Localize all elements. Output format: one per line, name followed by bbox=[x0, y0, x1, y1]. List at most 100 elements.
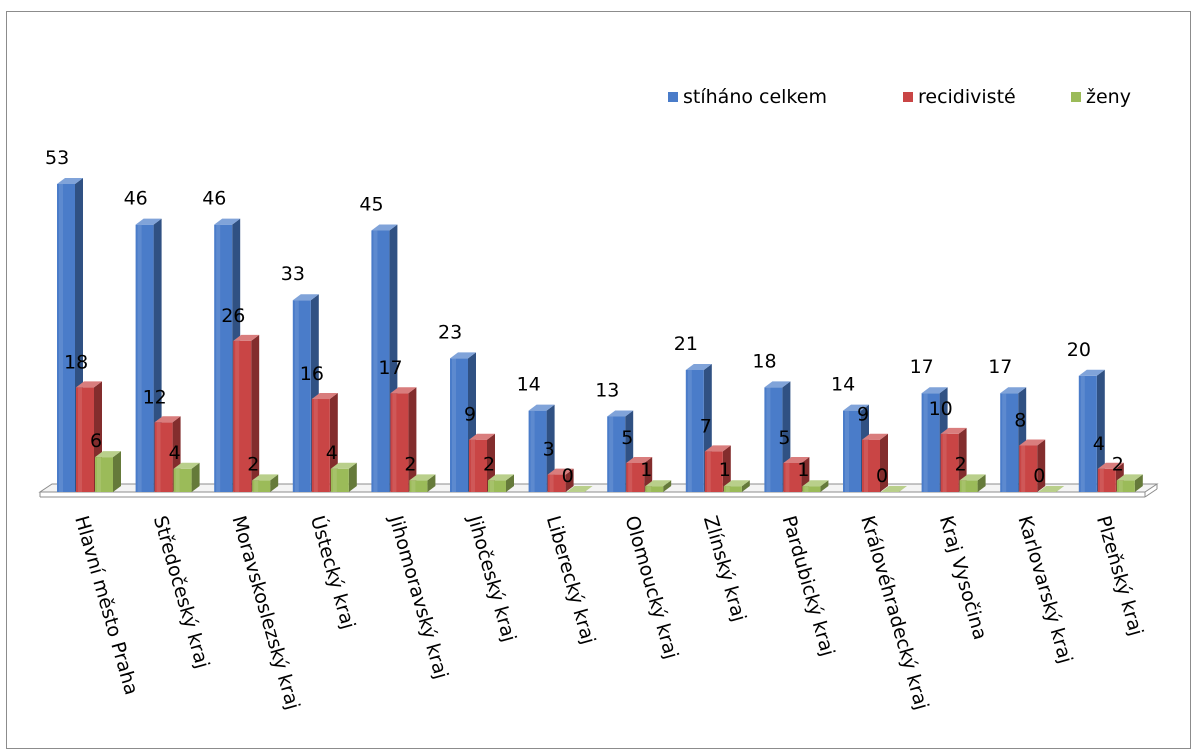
bar-highlight bbox=[59, 184, 63, 492]
data-label: 14 bbox=[831, 374, 855, 396]
bar-highlight bbox=[923, 393, 928, 492]
bar-top bbox=[57, 178, 83, 184]
category-label: Hlavní město Praha bbox=[70, 513, 142, 697]
bar-top bbox=[528, 404, 555, 411]
bar-top bbox=[311, 393, 338, 400]
data-label: 12 bbox=[143, 386, 167, 408]
bar-side bbox=[741, 480, 750, 492]
bar bbox=[95, 451, 121, 492]
bar bbox=[330, 462, 357, 492]
bar-highlight bbox=[78, 387, 82, 492]
bar-top bbox=[843, 404, 869, 411]
category-label: Kraj Vysočina bbox=[935, 513, 991, 642]
bar-top bbox=[233, 334, 260, 341]
bar-highlight bbox=[97, 457, 101, 492]
data-label: 1 bbox=[797, 459, 809, 481]
bar bbox=[76, 381, 102, 492]
bar-front bbox=[723, 486, 742, 492]
category-label: Středočeský kraj bbox=[149, 513, 214, 671]
bar-top bbox=[802, 480, 829, 487]
bar-highlight bbox=[706, 451, 711, 492]
data-label: 1 bbox=[640, 459, 652, 481]
bar-highlight bbox=[845, 410, 849, 492]
bar-side bbox=[880, 433, 888, 492]
bar-side bbox=[251, 334, 260, 492]
bar-highlight bbox=[961, 480, 966, 492]
legend-swatch bbox=[1071, 92, 1081, 102]
bar-top bbox=[1000, 387, 1027, 394]
bar-top bbox=[154, 416, 181, 423]
bar-highlight bbox=[530, 410, 535, 492]
data-label: 26 bbox=[221, 305, 245, 327]
bar-top bbox=[704, 445, 731, 452]
bar-top bbox=[921, 387, 948, 394]
bar bbox=[645, 480, 672, 492]
bar-side bbox=[348, 462, 357, 492]
bar-highlight bbox=[687, 369, 692, 492]
category-label: Pardubický kraj bbox=[778, 513, 839, 658]
bar-highlight bbox=[1099, 468, 1104, 492]
bar bbox=[566, 486, 593, 492]
bar-side bbox=[722, 445, 731, 492]
bars bbox=[57, 178, 1143, 492]
bar bbox=[1019, 439, 1046, 492]
bar-top bbox=[685, 363, 712, 370]
bar-front bbox=[959, 480, 978, 492]
data-label: 13 bbox=[595, 379, 619, 401]
floor-edge bbox=[1144, 488, 1158, 498]
bar-highlight bbox=[294, 300, 299, 492]
legend-label: stíháno celkem bbox=[683, 86, 827, 108]
data-label: 17 bbox=[988, 356, 1012, 378]
category-label: Moravskoslezský kraj bbox=[227, 513, 303, 712]
bar-top bbox=[645, 480, 672, 487]
data-label: 9 bbox=[857, 404, 869, 426]
bar-top bbox=[626, 456, 653, 463]
bar-side bbox=[1134, 474, 1143, 492]
data-label: 23 bbox=[438, 321, 462, 343]
legend-label: ženy bbox=[1086, 86, 1131, 108]
bar-highlight bbox=[1118, 480, 1123, 492]
data-label: 21 bbox=[674, 333, 698, 355]
bar-highlight bbox=[785, 462, 790, 492]
data-label: 18 bbox=[64, 351, 88, 373]
bar bbox=[252, 474, 279, 492]
bar-top bbox=[450, 352, 476, 359]
bar bbox=[488, 474, 514, 492]
bar-front bbox=[1116, 480, 1135, 492]
category-label: Olomoucký kraj bbox=[620, 513, 682, 661]
bar bbox=[704, 445, 731, 492]
bar-side bbox=[663, 480, 672, 492]
bar bbox=[528, 404, 555, 492]
bar-side bbox=[506, 474, 514, 492]
bar-highlight bbox=[235, 340, 240, 492]
data-label: 2 bbox=[483, 453, 495, 475]
bar bbox=[881, 486, 907, 492]
bar-front bbox=[252, 480, 271, 492]
bar bbox=[1038, 486, 1065, 492]
data-label: 2 bbox=[955, 453, 967, 475]
bar-top bbox=[488, 474, 514, 481]
floor-plane bbox=[38, 483, 1159, 493]
bar-highlight bbox=[332, 468, 337, 492]
bar-highlight bbox=[647, 486, 652, 492]
bar-side bbox=[820, 480, 829, 492]
data-label: 3 bbox=[543, 439, 555, 461]
data-label: 5 bbox=[621, 427, 633, 449]
bar-top bbox=[764, 381, 791, 388]
bar-highlight bbox=[175, 468, 180, 492]
bar bbox=[390, 387, 417, 492]
bar-top bbox=[76, 381, 102, 388]
bar-highlight bbox=[216, 224, 221, 492]
bar-side bbox=[408, 387, 417, 492]
data-label: 16 bbox=[300, 363, 324, 385]
category-labels: Hlavní město Praha Středočeský kraj Moravs… bbox=[70, 512, 1147, 712]
bar-side bbox=[191, 462, 200, 492]
data-label: 2 bbox=[247, 453, 259, 475]
bar-highlight bbox=[490, 480, 494, 492]
bar bbox=[547, 468, 574, 492]
bar-highlight bbox=[804, 486, 809, 492]
chart-frame bbox=[6, 11, 1191, 749]
bar-top bbox=[409, 474, 436, 481]
data-label: 0 bbox=[876, 465, 888, 487]
category-label: Královéhradecký kraj bbox=[856, 513, 932, 712]
